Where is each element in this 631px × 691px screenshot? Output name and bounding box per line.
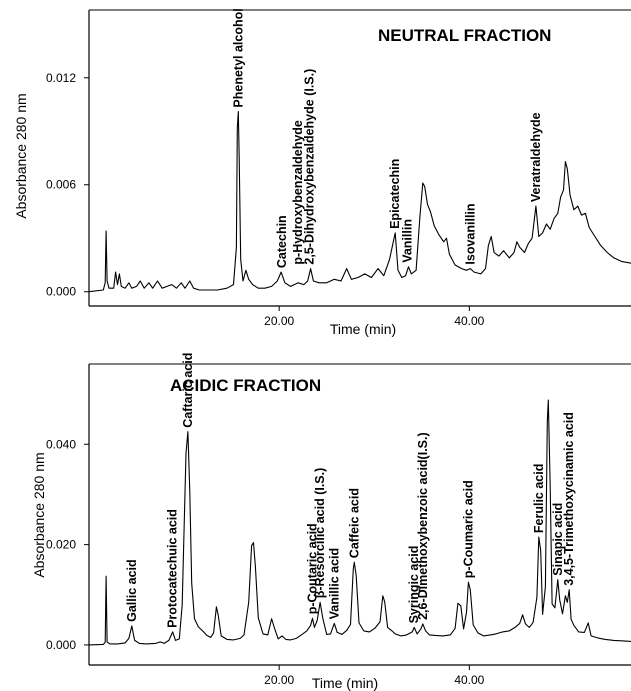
peak-label: Gallic acid (125, 559, 139, 622)
peak-label: 2,5-Dihydroxybenzaldehyde (I.S.) (303, 69, 317, 265)
acidic-x-axis-label: Time (min) (312, 675, 378, 691)
peak-label: 3,4,5-Trimethoxycinamic acid (562, 412, 576, 586)
acidic-chromatogram-trace (88, 399, 631, 646)
peak-label: Phenetyl alcohol (231, 8, 245, 107)
y-tick-label: 0.006 (46, 178, 76, 192)
y-tick-label: 0.012 (46, 71, 76, 85)
acidic-panel: 0.000 0.020 0.040 20.00 40.00 Gallic acid Pr… (31, 353, 631, 691)
peak-label: Vanillic acid (327, 548, 341, 620)
x-tick-label: 20.00 (264, 673, 294, 687)
peak-label: p-Coumaric acid (461, 480, 475, 578)
peak-label: Catechin (275, 215, 289, 268)
peak-label: Caftaric acid (181, 353, 195, 428)
x-tick-label: 40.00 (454, 314, 484, 328)
y-tick-label: 0.040 (46, 437, 76, 451)
neutral-x-ticks: 20.00 40.00 (264, 306, 485, 328)
peak-label: Vanillin (401, 219, 415, 263)
neutral-panel: 0.000 0.006 0.012 20.00 40.00 Phenetyl alco… (13, 8, 631, 337)
y-tick-label: 0.000 (46, 638, 76, 652)
peak-label: p-Coutaric acid (306, 523, 320, 614)
acidic-peak-labels: Gallic acid Protocatechuic acid Caftaric a… (125, 353, 576, 628)
peak-label: Veratraldehyde (529, 112, 543, 202)
y-tick-label: 0.000 (46, 285, 76, 299)
x-tick-label: 20.00 (264, 314, 294, 328)
neutral-title: NEUTRAL FRACTION (378, 26, 551, 45)
peak-label: p-Hydroxybenzaldehyde (291, 120, 305, 265)
peak-label: β-Resorcilic acid (I.S.) (313, 468, 327, 599)
peak-label: Caffeic acid (347, 488, 361, 558)
neutral-peak-labels: Phenetyl alcohol Catechin p-Hydroxybenzald… (231, 8, 543, 268)
neutral-y-axis-label: Absorbance 280 nm (13, 93, 29, 218)
peak-label: Protocatechuic acid (166, 509, 180, 628)
peak-label: Epicatechin (388, 159, 402, 229)
acidic-title: ACIDIC FRACTION (170, 376, 321, 395)
peak-label: 2,6-Dimethoxybenzoic acid(I.S.) (416, 432, 430, 620)
acidic-y-axis-label: Absorbance 280 nm (31, 452, 47, 577)
acidic-x-ticks: 20.00 40.00 (264, 665, 485, 687)
peak-label: Isovanillin (463, 203, 477, 264)
y-tick-label: 0.020 (46, 538, 76, 552)
peak-label: Sinapic acid (551, 503, 565, 576)
peak-label: Ferulic acid (532, 464, 546, 533)
peak-label: Syringic acid (407, 546, 421, 624)
x-tick-label: 40.00 (454, 673, 484, 687)
neutral-x-axis-label: Time (min) (330, 321, 396, 337)
acidic-y-ticks: 0.000 0.020 0.040 (46, 437, 89, 652)
neutral-y-ticks: 0.000 0.006 0.012 (46, 71, 89, 299)
neutral-chromatogram-trace (88, 111, 631, 293)
